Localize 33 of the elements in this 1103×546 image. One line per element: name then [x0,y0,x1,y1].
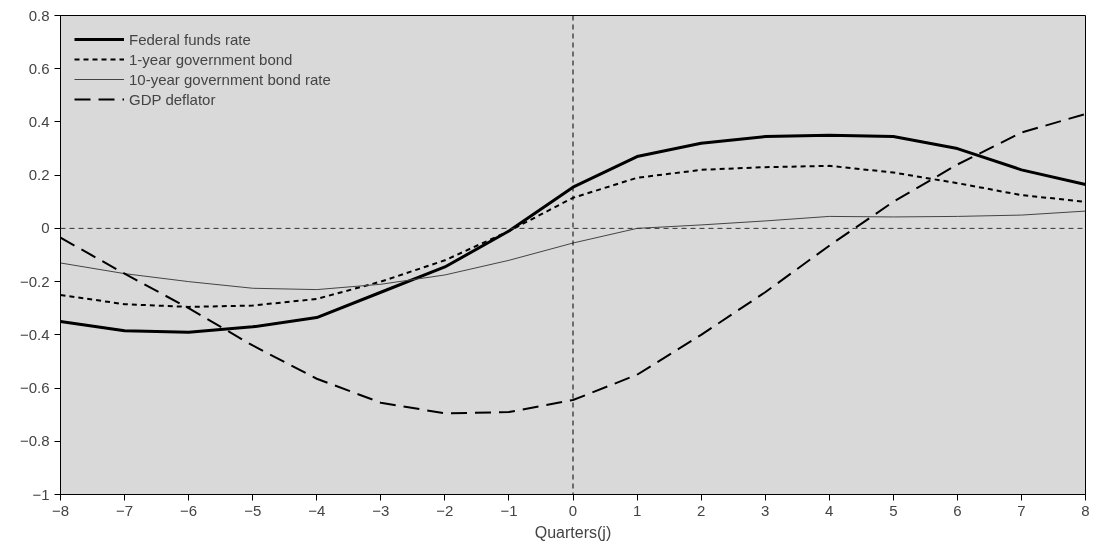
x-tick-label: −7 [116,501,134,519]
y-tick-label: 0.8 [28,6,50,24]
y-tick-label: −1 [32,485,50,503]
x-tick-label: −3 [372,501,390,519]
legend-label: 1-year government bond [129,50,293,68]
x-tick-label: −1 [500,501,518,519]
y-tick-label: −0.2 [19,272,50,290]
legend-label: Federal funds rate [129,30,251,48]
x-tick-label: 8 [1081,501,1090,519]
x-axis-title: Quarters(j) [534,523,612,541]
x-tick-label: 7 [1017,501,1026,519]
y-tick-label: 0.4 [28,112,50,130]
y-tick-label: 0 [41,219,50,237]
x-tick-label: −6 [180,501,198,519]
x-tick-label: 1 [632,501,642,519]
x-tick-label: −8 [51,501,70,519]
x-tick-label: 6 [953,501,962,519]
x-tick-label: −4 [308,501,326,519]
y-tick-label: 0.6 [28,59,50,77]
x-tick-label: 5 [889,501,898,519]
y-tick-label: −0.8 [19,432,50,450]
line-series [60,210,1086,291]
x-tick-label: −2 [436,501,454,519]
x-tick-label: 0 [568,501,578,519]
y-tick-label: 0.2 [28,166,50,184]
x-tick-label: −5 [244,501,262,519]
x-tick-label: 2 [696,501,706,519]
legend-label: GDP deflator [129,90,216,108]
y-tick-label: −0.6 [19,379,50,397]
x-tick-label: 4 [825,501,834,519]
legend-label: 10-year government bond rate [129,70,331,88]
x-tick-label: 3 [761,501,770,519]
y-tick-label: −0.4 [19,325,50,343]
